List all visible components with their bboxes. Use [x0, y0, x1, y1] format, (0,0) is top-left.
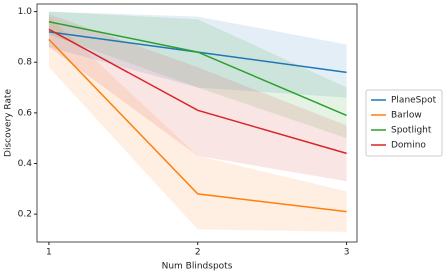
y-tick-label: 0.4	[18, 159, 33, 169]
confidence-band	[48, 11, 347, 139]
y-tick-label: 1.0	[18, 7, 33, 17]
y-axis-label: Discovery Rate	[4, 89, 14, 157]
x-axis-label: Num Blindspots	[162, 262, 233, 272]
legend-box	[365, 89, 443, 157]
series-line	[48, 28, 347, 155]
confidence-band	[48, 14, 347, 182]
series-line	[48, 38, 347, 213]
confidence-band	[48, 11, 347, 98]
series-line	[48, 20, 347, 117]
y-tick-label: 0.8	[18, 58, 33, 68]
y-tick-label: 0.2	[18, 210, 32, 220]
legend-label: Barlow	[391, 111, 422, 121]
x-tick-label: 1	[46, 248, 52, 258]
x-tick-label: 3	[344, 248, 350, 258]
plot-frame	[36, 3, 358, 243]
legend-label: PlaneSpot	[391, 96, 437, 106]
confidence-band	[48, 16, 347, 232]
y-tick-label: 0.6	[18, 108, 33, 118]
legend-label: Spotlight	[391, 126, 432, 136]
legend-label: Domino	[391, 141, 426, 151]
x-tick-label: 2	[195, 248, 201, 258]
